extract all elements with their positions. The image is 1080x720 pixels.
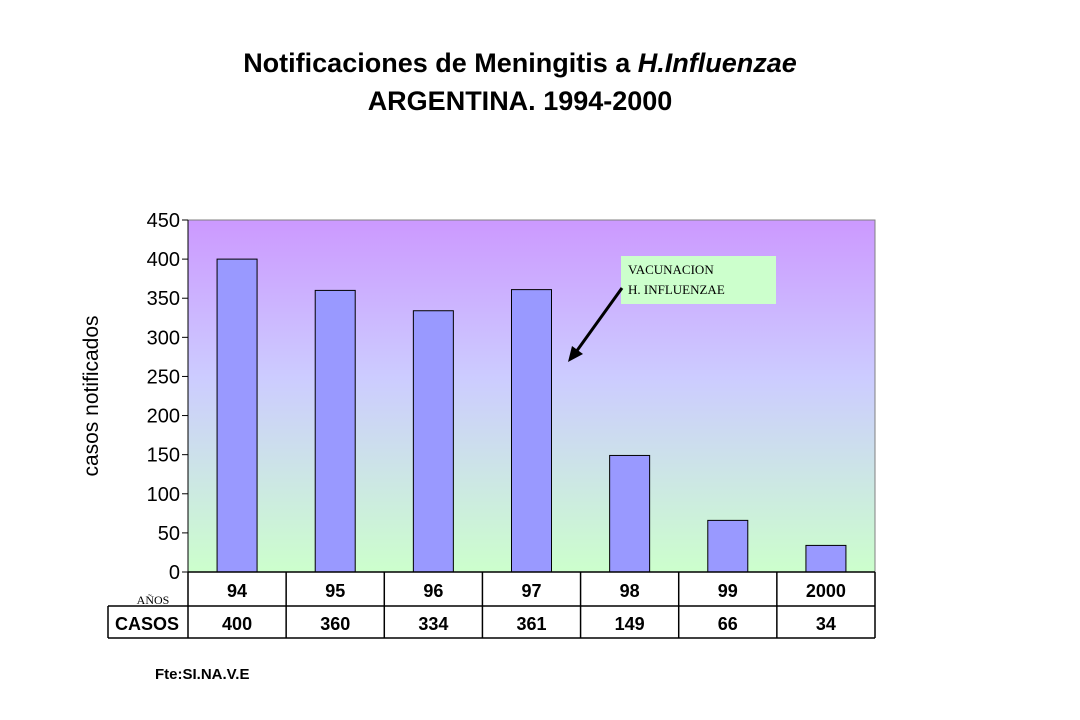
- chart-title: Notificaciones de Meningitis a H.Influen…: [0, 44, 1040, 120]
- annotation-arrow-shaft: [574, 287, 624, 353]
- data-label: 66: [718, 614, 738, 634]
- chart-title-line1: Notificaciones de Meningitis a H.Influen…: [0, 44, 1040, 82]
- annotation-arrow-head: [568, 346, 583, 362]
- y-tick-label: 250: [147, 366, 180, 388]
- x-tick-label: 97: [521, 581, 541, 601]
- x-tick-label: 94: [227, 581, 247, 601]
- title-prefix: Notificaciones de Meningitis a: [243, 48, 638, 78]
- bar-98: [609, 454, 651, 573]
- x-tick-label: 99: [718, 581, 738, 601]
- y-tick-label: 450: [147, 210, 180, 232]
- chart-title-line2: ARGENTINA. 1994-2000: [367, 86, 673, 116]
- y-tick-label: 50: [158, 523, 180, 545]
- y-tick-label: 200: [147, 406, 180, 428]
- y-tick-label: 300: [147, 327, 180, 349]
- source-note: Fte:SI.NA.V.E: [155, 666, 250, 683]
- data-label: 34: [816, 614, 836, 634]
- table-header-label: AÑOS: [137, 593, 170, 607]
- y-tick-label: 150: [147, 445, 180, 467]
- data-label: 334: [418, 614, 448, 634]
- data-label: 400: [222, 614, 252, 634]
- x-tick-label: 2000: [806, 581, 846, 601]
- bar-97: [511, 289, 552, 573]
- y-tick-label: 0: [169, 562, 180, 584]
- x-tick-label: 95: [325, 581, 345, 601]
- data-label: 360: [320, 614, 350, 634]
- y-tick-label: 100: [147, 484, 180, 506]
- annotation-box: [621, 256, 776, 304]
- annotation-text: VACUNACION: [628, 262, 714, 277]
- x-tick-label: 98: [620, 581, 640, 601]
- bar-96: [412, 310, 454, 573]
- y-tick-label: 350: [147, 288, 180, 310]
- x-tick-label: 96: [423, 581, 443, 601]
- bar-2000: [805, 544, 847, 573]
- data-label: 149: [615, 614, 645, 634]
- annotation-text: H. INFLUENZAE: [628, 282, 725, 297]
- title-organism: H.Influenzae: [637, 48, 797, 78]
- bar-94: [216, 258, 258, 573]
- data-label: 361: [516, 614, 546, 634]
- y-axis-label: casos notificados: [80, 315, 103, 476]
- y-tick-label: 400: [147, 249, 180, 271]
- bar-95: [314, 289, 356, 573]
- table-row-label: CASOS: [115, 614, 179, 634]
- bar-99: [707, 519, 749, 573]
